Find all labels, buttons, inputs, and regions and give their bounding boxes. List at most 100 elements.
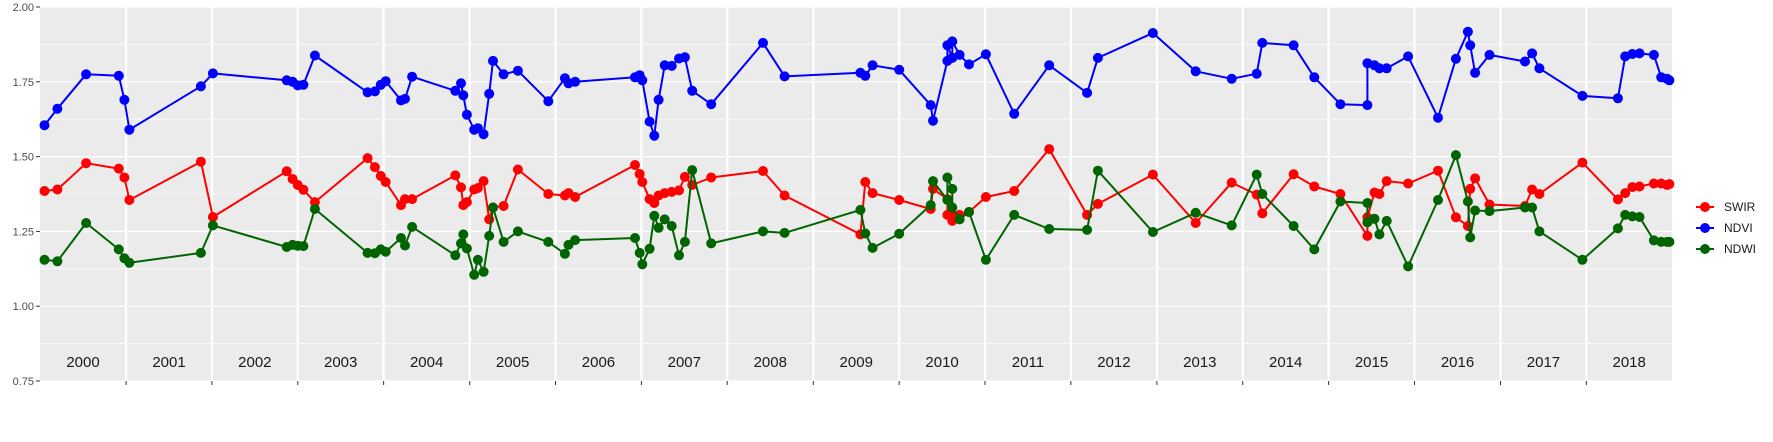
data-point-ndvi [687,85,698,96]
data-point-ndwi [1612,223,1623,234]
data-point-ndwi [1362,198,1373,208]
data-point-ndwi [860,228,871,239]
data-point-ndwi [512,226,523,237]
year-label-2004: 2004 [410,354,443,371]
year-label-2006: 2006 [582,354,615,371]
data-point-ndvi [860,70,871,81]
data-point-ndwi [980,254,991,265]
data-point-swir [1335,189,1346,199]
data-point-ndvi [867,60,878,71]
y-tick-label: 1.50 [13,152,34,164]
data-point-ndwi [396,233,406,243]
data-point-ndwi [954,214,965,225]
legend-label: NDVI [1724,221,1753,235]
data-point-ndwi [1381,215,1392,226]
data-point-ndwi [659,214,670,225]
data-point-swir [630,160,640,170]
data-point-ndwi [1082,224,1093,235]
year-label-2010: 2010 [925,354,958,371]
data-point-swir [298,184,309,195]
data-point-swir [456,182,466,193]
data-point-ndwi [947,202,958,213]
data-point-ndwi [1634,212,1645,222]
legend-item-swir: SWIR [1696,200,1756,214]
data-point-ndvi [1147,28,1158,38]
year-label-2000: 2000 [66,354,99,371]
data-point-ndvi [1226,73,1237,84]
data-point-swir [362,153,373,164]
data-point-ndvi [407,71,418,82]
data-point-swir [1627,182,1638,193]
data-point-ndwi [674,250,684,261]
data-point-ndvi [512,65,523,76]
data-point-ndvi [456,78,466,89]
data-point-ndvi [1374,63,1385,74]
data-point-swir [679,171,690,182]
year-label-2005: 2005 [496,354,529,371]
x-axis-ticks [125,381,1587,385]
data-point-ndvi [1381,63,1392,74]
data-point-ndwi [779,227,790,238]
data-point-ndvi [52,103,63,114]
data-point-ndwi [855,204,866,215]
data-point-ndvi [1577,90,1588,101]
legend-key-marker [1700,223,1710,233]
data-point-swir [1147,169,1158,180]
data-point-ndvi [380,76,391,87]
legend-item-ndwi: NDWI [1696,242,1756,256]
data-point-ndwi [644,243,655,254]
data-point-swir [706,172,717,183]
data-point-ndwi [1527,202,1538,213]
data-point-ndwi [758,226,768,237]
data-point-swir [309,197,320,208]
data-point-ndvi [947,36,958,47]
year-label-2011: 2011 [1012,354,1044,371]
data-point-swir [52,184,63,195]
data-point-swir [1634,181,1645,192]
data-point-swir [1450,212,1461,223]
data-point-ndwi [298,241,309,252]
data-point-ndwi [39,254,50,265]
year-label-2003: 2003 [324,354,357,371]
data-point-ndvi [570,76,581,87]
data-point-ndvi [543,96,554,107]
data-point-ndvi [1092,52,1103,63]
data-point-ndvi [309,50,320,61]
data-point-ndvi [81,69,92,80]
major-gridlines [40,6,1672,382]
data-point-ndvi [1534,63,1545,74]
y-tick-label: 1.00 [13,301,34,313]
data-point-swir [1381,176,1392,187]
data-point-ndwi [1433,195,1443,205]
series-layer [39,26,1675,280]
data-point-swir [1664,179,1675,190]
data-point-ndwi [488,202,498,213]
data-point-swir [860,177,871,187]
data-point-swir [369,162,380,173]
data-point-ndvi [1612,93,1623,104]
data-point-ndwi [649,210,660,221]
data-point-swir [894,195,905,205]
data-point-ndwi [309,204,320,214]
data-point-ndwi [1374,229,1385,240]
data-point-swir [634,169,645,179]
data-point-ndwi [1450,150,1461,161]
data-point-ndwi [1664,236,1675,247]
y-tick-label: 2.00 [13,2,34,14]
data-point-ndvi [706,99,717,110]
data-point-ndvi [1648,49,1659,60]
data-point-swir [637,177,648,187]
data-point-ndvi [1470,67,1481,78]
data-point-ndwi [1534,226,1545,237]
data-point-swir [1534,189,1545,199]
data-point-ndvi [498,69,509,80]
data-point-ndvi [1520,56,1530,67]
data-point-swir [1612,194,1623,205]
data-point-ndvi [400,93,410,104]
data-point-swir [1009,186,1020,196]
data-point-ndwi [1288,221,1299,231]
data-point-ndvi [1251,68,1262,79]
data-point-ndwi [637,259,648,270]
data-point-ndwi [928,176,938,187]
data-point-swir [1470,173,1481,184]
